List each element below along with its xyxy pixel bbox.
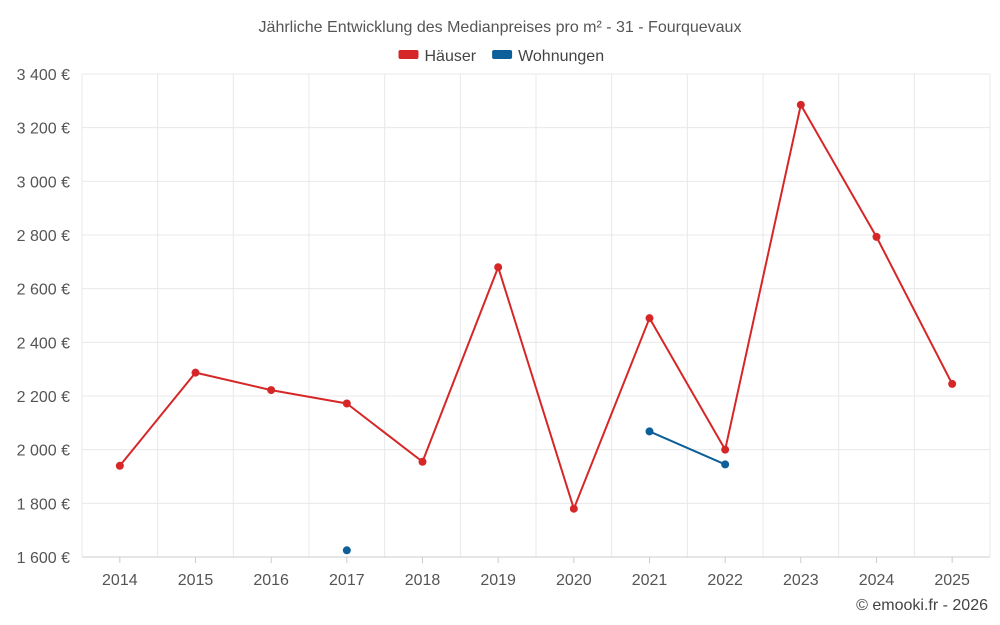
x-tick-label: 2016 xyxy=(253,572,289,589)
x-tick-label: 2015 xyxy=(178,572,214,589)
x-tick-label: 2025 xyxy=(934,572,970,589)
legend-swatch xyxy=(398,50,419,59)
y-tick-label: 1 600 € xyxy=(17,550,70,567)
data-point xyxy=(494,263,503,272)
legend-swatch xyxy=(492,50,513,59)
y-tick-label: 3 400 € xyxy=(17,67,70,84)
x-tick-label: 2023 xyxy=(783,572,819,589)
chart-title: Jährliche Entwicklung des Medianpreises … xyxy=(259,19,742,36)
data-point xyxy=(721,460,730,469)
data-point xyxy=(645,314,654,323)
y-tick-label: 3 200 € xyxy=(17,121,70,138)
y-tick-label: 2 000 € xyxy=(17,443,70,460)
x-tick-label: 2024 xyxy=(859,572,895,589)
x-tick-label: 2018 xyxy=(405,572,441,589)
series-layer xyxy=(115,100,957,555)
x-tick-label: 2020 xyxy=(556,572,592,589)
credit-label: © emooki.fr - 2026 xyxy=(856,597,988,614)
y-tick-label: 2 400 € xyxy=(17,335,70,352)
legend-item: Wohnungen xyxy=(492,48,604,65)
legend-label: Häuser xyxy=(425,48,477,65)
x-tick-label: 2014 xyxy=(102,572,138,589)
x-tick-label: 2021 xyxy=(632,572,668,589)
data-point xyxy=(569,504,578,513)
series-line xyxy=(119,103,954,510)
y-tick-label: 2 600 € xyxy=(17,282,70,299)
y-tick-label: 2 200 € xyxy=(17,389,70,406)
data-point xyxy=(418,457,427,466)
y-tick-label: 1 800 € xyxy=(17,496,70,513)
y-tick-label: 2 800 € xyxy=(17,228,70,245)
series-wohnungen xyxy=(342,427,730,555)
data-point xyxy=(267,386,276,395)
data-point xyxy=(645,427,654,436)
data-point xyxy=(872,232,881,241)
data-point xyxy=(796,100,805,109)
axes: 1 600 € 1 800 € 2 000 € 2 200 € 2 400 € 2 600… xyxy=(17,67,990,589)
x-tick-label: 2017 xyxy=(329,572,365,589)
data-point xyxy=(948,379,957,388)
legend: Häuser Wohnungen xyxy=(398,48,604,65)
data-point xyxy=(342,399,351,408)
data-point xyxy=(721,445,730,454)
x-tick-label: 2022 xyxy=(707,572,743,589)
data-point xyxy=(342,546,351,555)
y-tick-label: 3 000 € xyxy=(17,174,70,191)
series-line xyxy=(649,430,726,466)
legend-item: Häuser xyxy=(398,48,477,65)
legend-label: Wohnungen xyxy=(518,48,604,65)
data-point xyxy=(115,461,124,470)
grid xyxy=(81,73,991,557)
x-tick-label: 2019 xyxy=(480,572,516,589)
series-haeuser xyxy=(115,100,957,513)
data-point xyxy=(191,368,200,377)
